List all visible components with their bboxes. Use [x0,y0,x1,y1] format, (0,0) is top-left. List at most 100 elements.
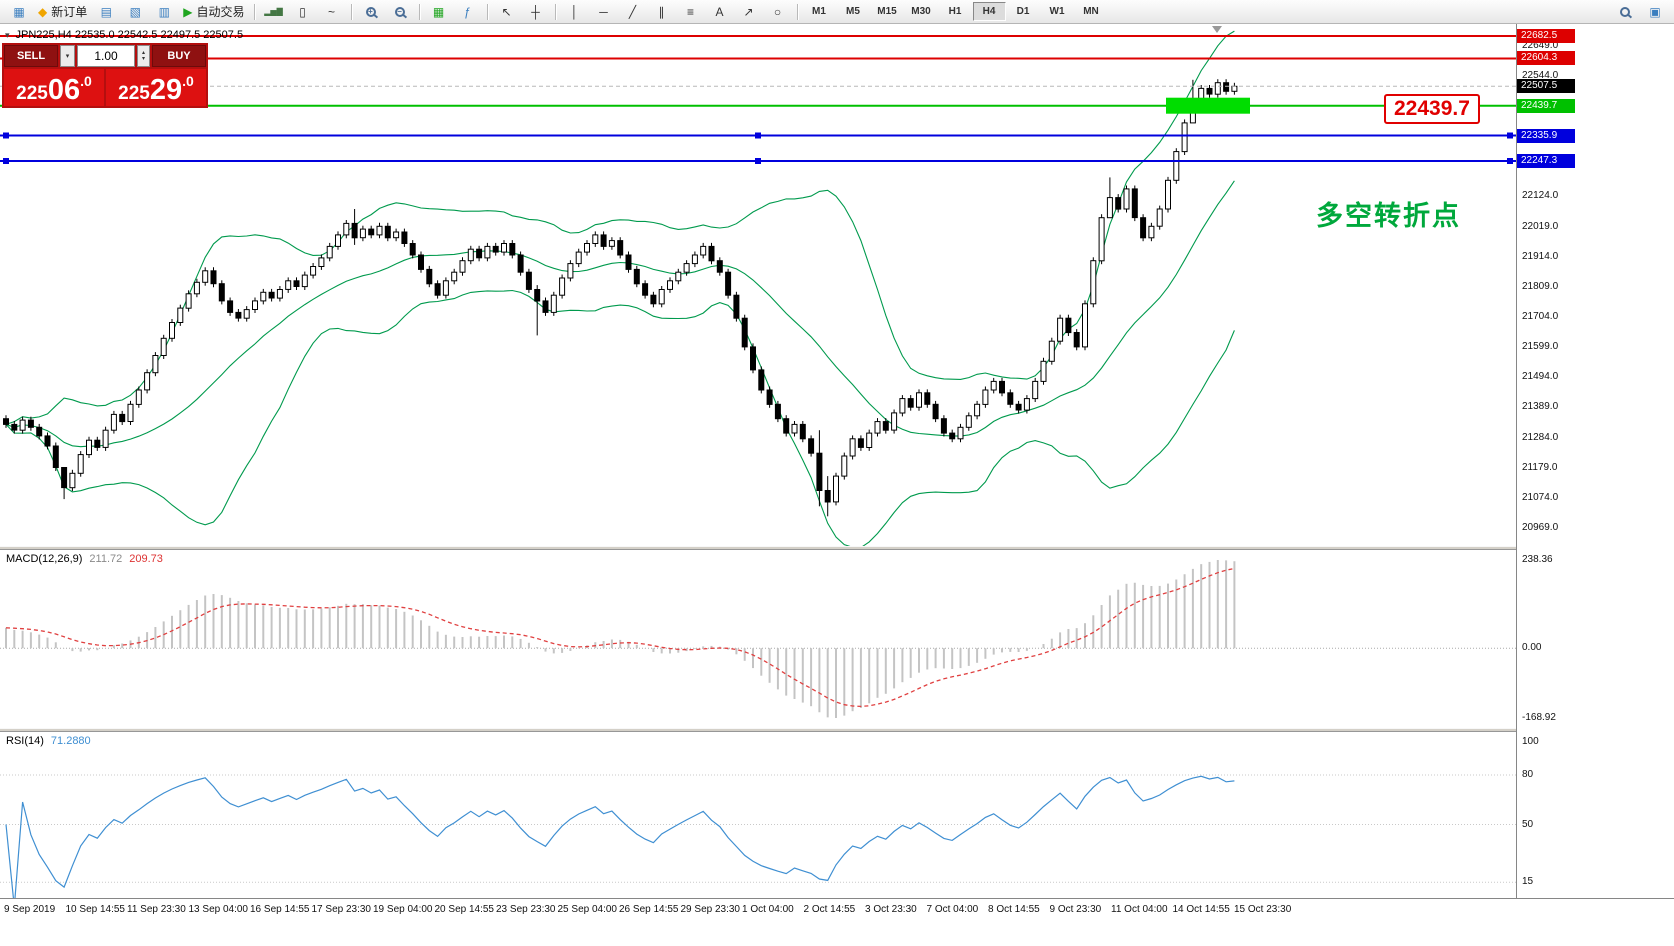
time-label: 14 Oct 14:55 [1172,904,1230,915]
macd-signal-value: 209.73 [129,553,163,565]
timeframe-m30[interactable]: M30 [911,6,931,17]
new-chart-icon[interactable]: ▦ [13,4,25,19]
macd-axis-label: 0.00 [1522,642,1542,654]
price-line-label: 22439.7 [1517,98,1575,113]
timeframe-d1[interactable]: D1 [1016,6,1030,17]
candlestick-chart-icon[interactable]: ▯ [299,4,306,19]
one-click-collapse-icon[interactable]: ▾ [5,29,10,40]
crosshair-icon[interactable]: ┼ [531,4,540,19]
timeframe-m1[interactable]: M1 [812,6,826,17]
timeframe-w1[interactable]: W1 [1049,6,1065,17]
timeframe-m15[interactable]: M15 [877,6,897,17]
rsi-indicator-label: RSI(14) 71.2880 [6,735,91,747]
buy-price-display[interactable]: 225 29.0 [106,69,206,106]
time-label: 15 Oct 23:30 [1234,904,1292,915]
new-order-button[interactable]: ◆ 新订单 [38,4,88,19]
time-label: 11 Oct 04:00 [1111,904,1168,915]
time-label: 9 Sep 2019 [4,904,56,915]
price-axis[interactable]: 22649.0 22544.0 22124.0 22019.0 21914.0 21809… [1516,24,1674,898]
ellipse-icon[interactable]: ○ [773,4,782,19]
autotrading-button[interactable]: ▶ 自动交易 [183,4,245,19]
time-label: 13 Sep 04:00 [188,904,249,915]
price-decimal: .0 [182,73,194,89]
price-line-label: 22682.5 [1517,29,1575,43]
chevron-down-icon: ▾ [65,53,70,60]
rsi-axis-label: 50 [1522,818,1534,830]
candlestick-chart [0,26,1516,546]
rsi-panel[interactable] [0,732,1516,898]
price-tick-label: 21389.0 [1522,401,1559,413]
price-tick-label: 22649.0 [1522,39,1559,51]
price-tick-label: 21179.0 [1522,461,1558,473]
toolbar: ▦ ◆ 新订单 ▤ ▧ ▥ ▶ 自动交易 ▂▅▇ ▯ ~ + − ▦ ƒ ↖ ┼ │ ─ ╱ ∥ ≡ A ↗ ○ M1 M5 M15 M… [0,0,1674,24]
tile-windows-icon[interactable]: ▦ [432,4,445,19]
timeframe-h1[interactable]: H1 [948,6,962,17]
navigator-icon[interactable]: ▧ [129,4,141,19]
sell-button[interactable]: SELL [4,45,58,67]
price-tick-label: 20969.0 [1522,522,1559,534]
toolbar-separator [796,3,798,20]
volume-dropdown-button[interactable]: ▾ [60,45,75,67]
time-label: 19 Sep 04:00 [373,904,433,915]
time-axis[interactable]: 9 Sep 2019 10 Sep 14:55 11 Sep 23:30 13 Sep… [0,898,1674,946]
price-tick-label: 21809.0 [1522,280,1559,292]
panel-divider[interactable] [0,728,1674,732]
panel-divider[interactable] [0,546,1674,550]
price-tick-label: 21704.0 [1522,311,1559,323]
macd-axis-label: -168.92 [1522,712,1556,723]
text-icon[interactable]: A [715,4,724,19]
zoom-out-button[interactable]: − [386,1,414,23]
trendline-icon[interactable]: ╱ [628,4,637,19]
time-label: 25 Sep 04:00 [557,904,618,915]
channel-icon[interactable]: ∥ [658,4,665,19]
vertical-line-icon[interactable]: │ [570,4,579,19]
cursor-icon[interactable]: ↖ [501,4,512,19]
indicators-icon[interactable]: ƒ [464,4,471,19]
price-big-digits: 29 [149,74,183,106]
zoom-in-button[interactable]: + [357,1,385,23]
time-label: 16 Sep 14:55 [250,904,310,915]
price-tick-label: 22544.0 [1522,69,1559,81]
timeframe-mn[interactable]: MN [1083,6,1099,17]
time-label: 29 Sep 23:30 [680,904,741,915]
terminal-icon[interactable]: ▥ [158,4,170,19]
timeframe-h4[interactable]: H4 [972,2,1006,21]
macd-chart [0,560,1516,718]
main-chart-panel[interactable]: ▾ JPN225,H4 22535.0 22542.5 22497.5 2250… [0,24,1516,546]
price-callout-label[interactable]: 22439.7 [1384,94,1480,124]
rsi-axis-label: 15 [1522,876,1534,888]
sell-price-display[interactable]: 225 06.0 [4,69,104,106]
macd-name: MACD(12,26,9) [6,553,83,565]
bar-chart-icon[interactable]: ▂▅▇ [264,6,283,16]
time-label: 2 Oct 14:55 [803,904,856,915]
toolbar-separator [418,3,420,20]
fibonacci-icon[interactable]: ≡ [686,4,694,19]
time-label: 26 Sep 14:55 [619,904,679,915]
stepper-up-icon[interactable]: ▴ [141,50,145,56]
timeframe-m5[interactable]: M5 [846,6,860,17]
time-label: 17 Sep 23:30 [311,904,372,915]
horizontal-line-icon[interactable]: ─ [599,4,608,19]
arrow-icon[interactable]: ↗ [743,4,754,19]
price-digits: 225 [16,83,48,104]
price-line-label: 22604.3 [1517,51,1575,66]
rsi-name: RSI(14) [6,735,44,747]
time-label: 1 Oct 04:00 [742,904,794,915]
volume-stepper[interactable]: ▴ ▾ [137,45,150,67]
rsi-axis-label: 100 [1522,736,1539,747]
stepper-down-icon[interactable]: ▾ [141,56,145,62]
line-chart-icon[interactable]: ~ [327,4,335,19]
volume-input[interactable] [77,45,135,67]
chart-layout-icon[interactable]: ▣ [1649,4,1661,19]
chart-annotation-text[interactable]: 多空转折点 [1316,201,1461,231]
time-label: 3 Oct 23:30 [865,904,917,915]
buy-button[interactable]: BUY [152,45,206,67]
toolbar-separator [253,3,255,20]
macd-panel[interactable] [0,550,1516,728]
price-big-digits: 06 [47,74,81,106]
search-icon[interactable] [1611,1,1639,23]
toolbar-separator [350,3,352,20]
market-watch-icon[interactable]: ▤ [100,4,112,19]
price-tick-label: 21284.0 [1522,431,1559,443]
time-label: 10 Sep 14:55 [65,904,126,915]
